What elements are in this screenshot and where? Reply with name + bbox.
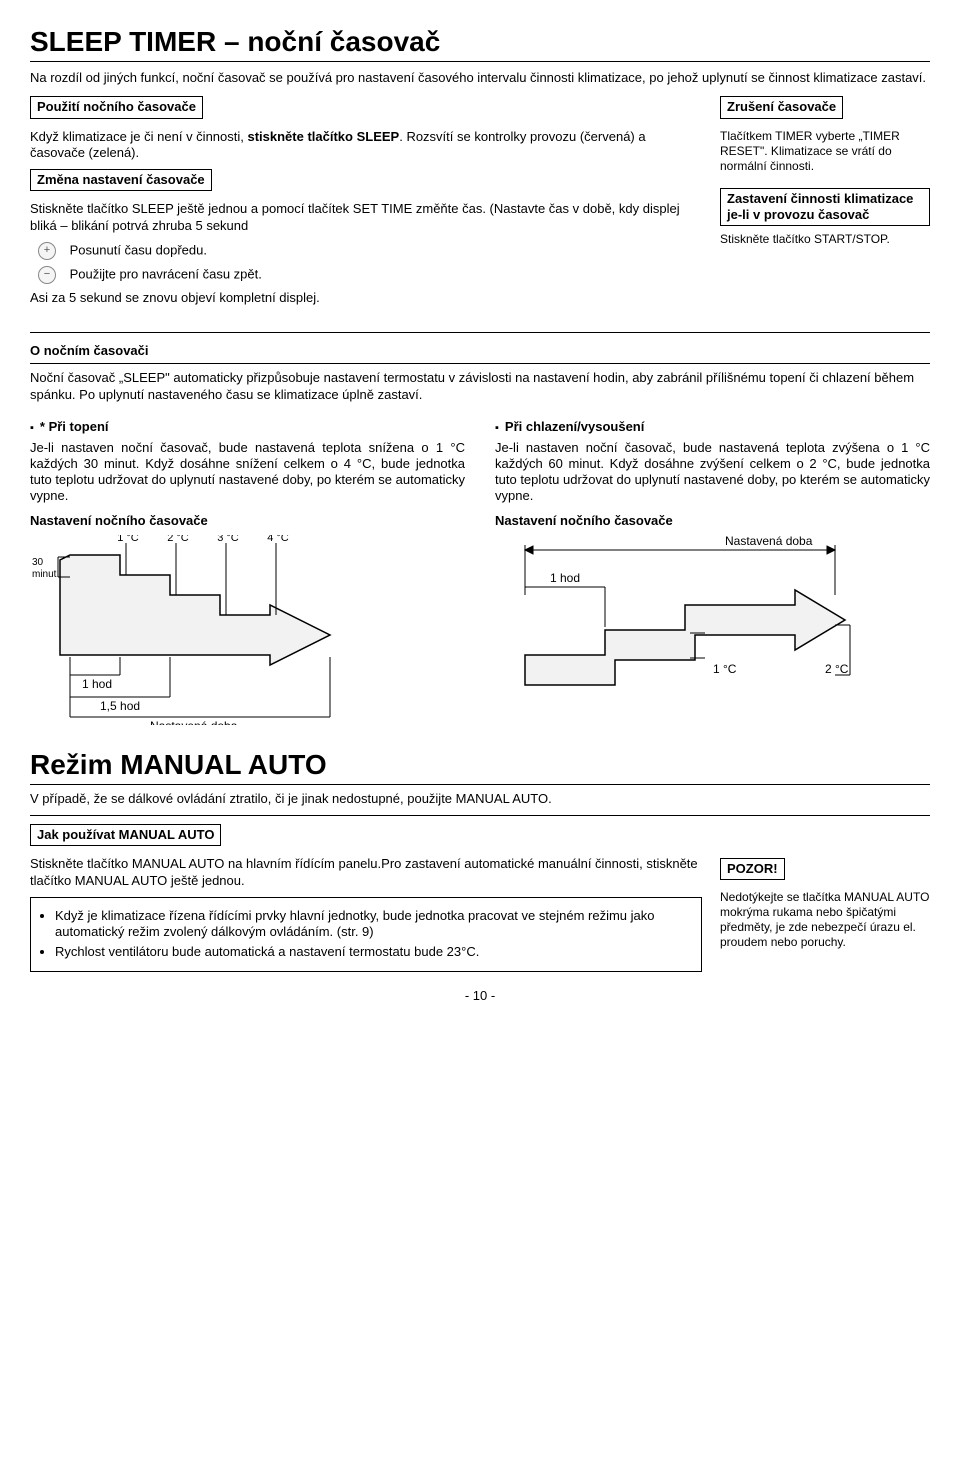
manual-howto-text: Stiskněte tlačítko MANUAL AUTO na hlavní… <box>30 856 702 889</box>
change-followup: Asi za 5 sekund se znovu objeví kompletn… <box>30 290 702 306</box>
warning-title: POZOR! <box>720 858 785 880</box>
heading-manual-auto: Režim MANUAL AUTO <box>30 747 930 785</box>
heat-30min-b: minut. <box>32 569 59 580</box>
side-cancel-text: Tlačítkem TIMER vyberte „TIMER RESET". K… <box>720 129 930 174</box>
cool-paragraph: Je-li nastaven noční časovač, bude nasta… <box>495 440 930 505</box>
manual-howto-title: Jak používat MANUAL AUTO <box>30 824 221 846</box>
heat-bottom-label: Nastavená doba <box>150 719 238 725</box>
side-stop-text: Stiskněte tlačítko START/STOP. <box>720 232 930 247</box>
cool-1hod: 1 hod <box>550 571 580 585</box>
usage-paragraph: Když klimatizace je či není v činnosti, … <box>30 129 702 162</box>
intro-paragraph: Na rozdíl od jiných funkcí, noční časova… <box>30 70 930 86</box>
manual-note-1: Když je klimatizace řízena řídícími prvk… <box>55 908 693 941</box>
heat-head: * Při topení <box>30 419 465 436</box>
cool-1c: 1 °C <box>713 662 737 676</box>
section-usage-title: Použití nočního časovače <box>30 96 203 118</box>
cool-head: Při chlazení/vysoušení <box>495 419 930 436</box>
heat-step-2: 2 °C <box>167 535 189 544</box>
heat-step-4: 4 °C <box>267 535 289 544</box>
plus-row: + Posunutí času dopředu. <box>38 242 702 260</box>
about-title: O nočním časovači <box>30 343 930 359</box>
heading-sleep-timer: SLEEP TIMER – noční časovač <box>30 24 930 62</box>
minus-row: − Použijte pro navrácení času zpět. <box>38 266 702 284</box>
page-number: - 10 - <box>30 988 930 1004</box>
heat-subhead: Nastavení nočního časovače <box>30 513 465 529</box>
heat-30min-a: 30 <box>32 557 44 568</box>
cool-top-label: Nastavená doba <box>725 535 813 548</box>
side-stop-title: Zastavení činnosti klimatizace je-li v p… <box>720 188 930 227</box>
manual-note-2: Rychlost ventilátoru bude automatická a … <box>55 944 693 960</box>
usage-text-b: stiskněte tlačítko SLEEP <box>247 129 399 144</box>
cool-diagram: Nastavená doba 1 hod <box>495 535 930 705</box>
heat-paragraph: Je-li nastaven noční časovač, bude nasta… <box>30 440 465 505</box>
manual-intro: V případě, že se dálkové ovládání ztrati… <box>30 791 930 807</box>
manual-notes-box: Když je klimatizace řízena řídícími prvk… <box>30 897 702 972</box>
cool-subhead: Nastavení nočního časovače <box>495 513 930 529</box>
cool-2c: 2 °C <box>825 662 849 676</box>
section-change-title: Změna nastavení časovače <box>30 169 212 191</box>
usage-text-a: Když klimatizace je či není v činnosti, <box>30 129 247 144</box>
heat-diagram: 1 °C 2 °C 3 °C 4 °C 30 minut. <box>30 535 465 725</box>
heat-step-3: 3 °C <box>217 535 239 544</box>
heat-step-1: 1 °C <box>117 535 139 544</box>
heat-1hod: 1 hod <box>82 677 112 691</box>
divider-3 <box>30 815 930 816</box>
warning-text: Nedotýkejte se tlačítka MANUAL AUTO mokr… <box>720 890 930 950</box>
change-paragraph: Stiskněte tlačítko SLEEP ještě jednou a … <box>30 201 702 234</box>
plus-icon: + <box>38 242 56 260</box>
minus-icon: − <box>38 266 56 284</box>
divider-2 <box>30 363 930 364</box>
divider-1 <box>30 332 930 333</box>
about-paragraph: Noční časovač „SLEEP" automaticky přizpů… <box>30 370 930 403</box>
heat-15hod: 1,5 hod <box>100 699 140 713</box>
minus-label: Použijte pro navrácení času zpět. <box>70 266 262 281</box>
plus-label: Posunutí času dopředu. <box>70 242 207 257</box>
side-cancel-title: Zrušení časovače <box>720 96 843 118</box>
manual-intro-text: V případě, že se dálkové ovládání ztrati… <box>30 791 552 806</box>
